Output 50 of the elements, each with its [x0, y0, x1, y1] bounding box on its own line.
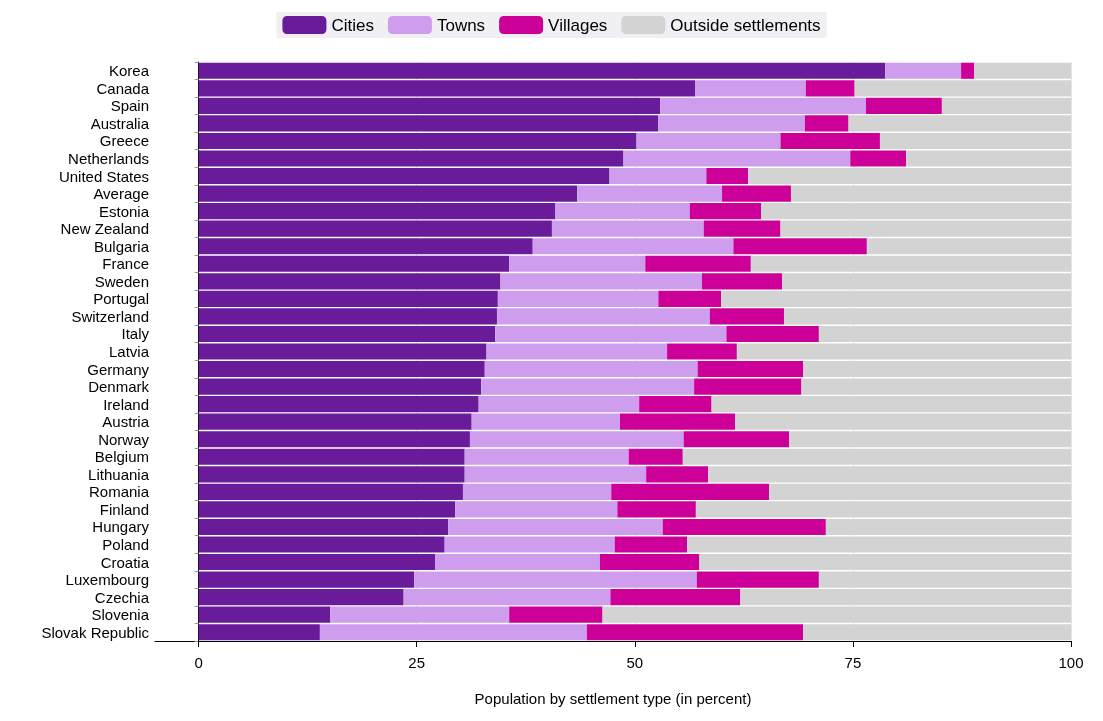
y-tick-label: Finland [99, 500, 149, 518]
y-tick-label: Slovenia [91, 606, 150, 624]
y-tick-label: France [102, 255, 149, 273]
bar [695, 80, 806, 97]
legend-label: Towns [436, 15, 486, 35]
bar [706, 167, 749, 185]
y-tick-label: Belgium [94, 448, 149, 466]
y-tick-label: United States [58, 167, 149, 185]
x-tick-label: 50 [626, 654, 644, 671]
y-tick-label: Germany [87, 360, 150, 378]
bar [865, 97, 942, 114]
y-tick-label: Lithuania [88, 465, 150, 483]
bar [885, 62, 962, 79]
y-tick-label: Sweden [94, 272, 149, 290]
x-tick-label: 25 [408, 654, 426, 671]
x-axis-title: Population by settlement type (in percent) [474, 690, 752, 707]
y-tick-label: Australia [90, 114, 150, 132]
y-tick-label: Norway [98, 430, 150, 448]
y-tick-label: Estonia [98, 202, 150, 220]
bar [961, 62, 975, 79]
y-tick-label: Denmark [88, 378, 150, 396]
legend-label: Outside settlements [670, 15, 821, 35]
x-tick-label: 100 [1058, 654, 1084, 671]
y-tick-label: Luxembourg [65, 571, 149, 589]
y-tick-label: Greece [99, 132, 149, 150]
y-tick-label: Ireland [103, 395, 149, 413]
y-tick-label: Czechia [94, 588, 150, 606]
y-tick-label: Spain [110, 97, 149, 115]
y-tick-label: Average [93, 185, 149, 203]
x-tick-label: 0 [194, 654, 203, 671]
y-tick-label: Canada [96, 79, 150, 97]
y-tick-label: Hungary [92, 518, 150, 536]
bar [804, 115, 849, 132]
x-tick-label: 75 [844, 654, 862, 671]
y-tick-label: Austria [102, 413, 150, 431]
y-tick-label: Netherlands [68, 150, 149, 167]
y-tick-label: Portugal [93, 290, 149, 308]
y-tick-label: Croatia [100, 553, 150, 571]
y-tick-label: Slovak Republic [41, 623, 150, 641]
y-tick-label: Poland [102, 536, 149, 553]
bar [805, 80, 855, 97]
y-tick-label: Italy [121, 325, 150, 343]
legend-label: Cities [331, 15, 374, 35]
legend-label: Villages [548, 15, 608, 35]
y-tick-label: Romania [88, 483, 150, 501]
y-tick-label: Korea [108, 62, 150, 80]
y-tick-label: Switzerland [71, 307, 149, 325]
y-tick-label: Latvia [108, 343, 150, 360]
y-tick-label: Bulgaria [93, 237, 150, 255]
y-tick-label: New Zealand [60, 220, 149, 238]
